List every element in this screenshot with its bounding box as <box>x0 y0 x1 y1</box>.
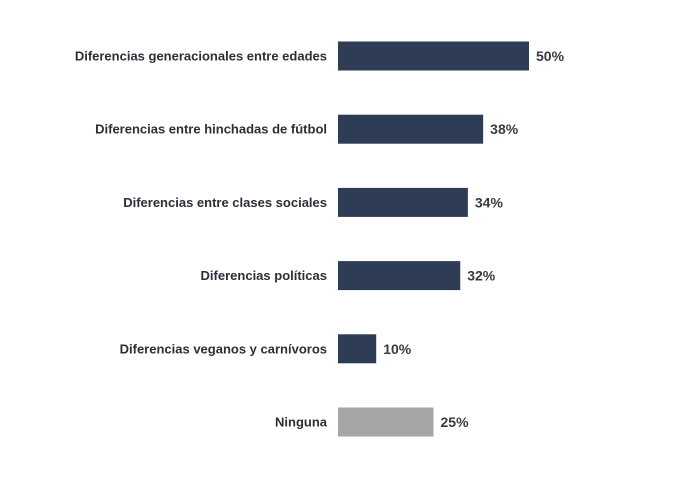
category-labels: Diferencias generacionales entre edades D… <box>75 49 328 430</box>
data-label: 34% <box>475 194 504 210</box>
category-label: Diferencias generacionales entre edades <box>75 49 327 64</box>
bar <box>338 114 484 144</box>
bar <box>338 41 529 71</box>
data-label: 38% <box>490 121 519 137</box>
bar <box>338 334 377 364</box>
category-label: Diferencias entre hinchadas de fútbol <box>95 122 327 137</box>
data-label: 32% <box>467 268 496 284</box>
category-label: Diferencias políticas <box>201 268 327 283</box>
category-label: Diferencias entre clases sociales <box>123 195 327 210</box>
bar <box>338 261 461 291</box>
data-label: 10% <box>383 341 412 357</box>
data-label: 50% <box>536 48 565 64</box>
data-label: 25% <box>441 414 470 430</box>
category-label: Diferencias veganos y carnívoros <box>120 341 327 356</box>
bar <box>338 187 468 217</box>
category-label: Ninguna <box>275 415 328 430</box>
bars <box>338 41 529 437</box>
bar <box>338 407 434 437</box>
value-labels: 50% 38% 34% 32% 10% 25% <box>383 48 564 430</box>
